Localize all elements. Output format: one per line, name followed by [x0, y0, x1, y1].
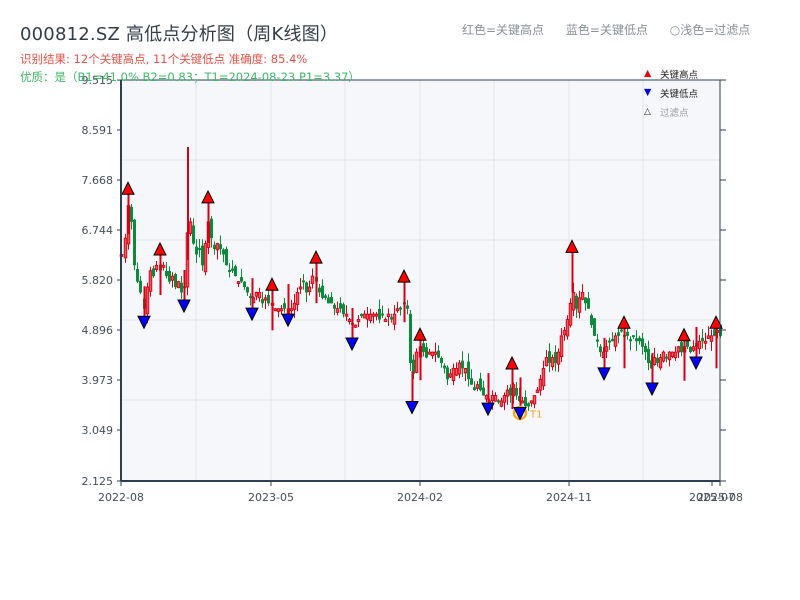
legend-item-key-high: ▲ 关键高点 [644, 64, 698, 83]
svg-text:2024-02: 2024-02 [397, 491, 443, 504]
result-summary: 识别结果: 12个关键高点, 11个关键低点 准确度: 85.4% [20, 52, 308, 66]
svg-text:2.125: 2.125 [82, 475, 114, 488]
legend-label: 关键高点 [660, 69, 699, 81]
legend-label: 过滤点 [660, 107, 689, 119]
legend-item-key-low: ▼ 关键低点 [644, 83, 698, 102]
color-key: 红色=关键高点 蓝色=关键低点 ○浅色=过滤点 [462, 21, 750, 38]
svg-text:4.896: 4.896 [82, 324, 114, 337]
hollow-triangle-up-icon: △ [644, 106, 651, 117]
svg-text:2023-05: 2023-05 [248, 491, 294, 504]
color-key-blue: 蓝色=关键低点 [565, 23, 648, 37]
chart-title: 000812.SZ 高低点分析图（周K线图） [20, 24, 339, 45]
svg-text:2022-08: 2022-08 [98, 491, 144, 504]
key-point-markers: T1 [121, 181, 723, 421]
svg-text:2025-07: 2025-07 [689, 491, 735, 504]
svg-text:3.049: 3.049 [82, 424, 114, 437]
svg-text:T1: T1 [529, 409, 542, 420]
x-axis-ticks: 2022-08 2023-05 2024-02 2024-11 2025-072025-… [98, 481, 743, 504]
svg-text:8.591: 8.591 [82, 124, 114, 137]
svg-text:9.515: 9.515 [82, 74, 114, 87]
y-axis-ticks: 9.515 8.591 7.668 6.744 5.820 4.896 3.973 3.049… [82, 74, 726, 488]
legend-item-filtered: △ 过滤点 [644, 102, 698, 121]
svg-text:2024-11: 2024-11 [546, 491, 592, 504]
color-key-red: 红色=关键高点 [462, 23, 545, 37]
red-triangle-up-icon: ▲ [644, 68, 652, 79]
svg-text:5.820: 5.820 [82, 274, 114, 287]
blue-triangle-down-icon: ▼ [644, 87, 652, 98]
legend-label: 关键低点 [660, 88, 699, 100]
svg-text:2025-08: 2025-08 [697, 491, 743, 504]
chart-legend: ▲ 关键高点 ▼ 关键低点 △ 过滤点 [644, 64, 698, 121]
svg-text:6.744: 6.744 [82, 224, 114, 237]
svg-text:3.973: 3.973 [82, 374, 114, 387]
svg-text:7.668: 7.668 [82, 174, 114, 187]
color-key-filtered: ○浅色=过滤点 [669, 23, 751, 37]
quality-summary: 优质：是（B1=41.0% B2=0.83；T1=2024-08-23 P1=3… [20, 70, 360, 84]
